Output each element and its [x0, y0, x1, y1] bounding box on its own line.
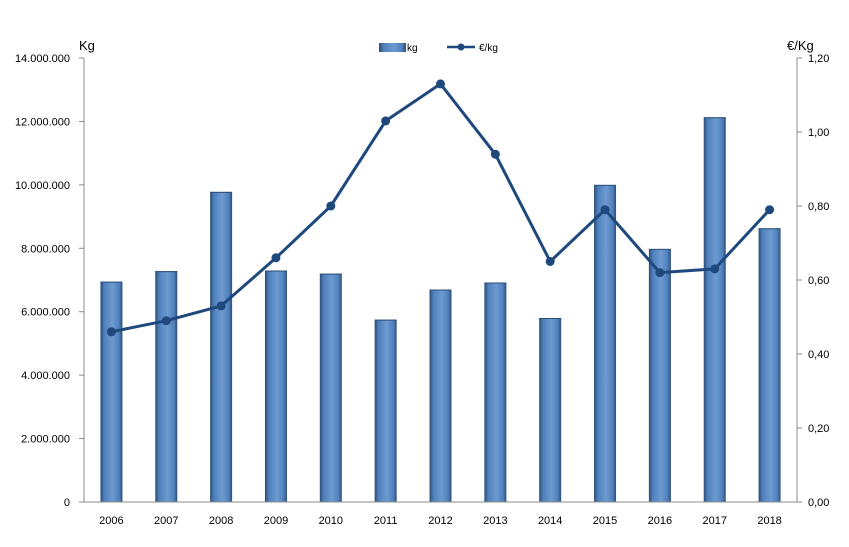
x-tick-label: 2013: [483, 515, 507, 527]
x-tick-label: 2011: [374, 515, 398, 527]
y-right-tick-label: 0,80: [808, 201, 829, 213]
bar: [210, 191, 233, 502]
bar: [264, 270, 287, 502]
legend-price-label: €/kg: [479, 43, 498, 54]
price-point: [545, 257, 555, 266]
x-tick-label: 2015: [593, 515, 617, 527]
bar: [703, 117, 726, 502]
y-left-tick-label: 0: [64, 497, 70, 509]
price-point: [600, 205, 610, 215]
y-left-tick-label: 12.000.000: [15, 116, 70, 128]
y-right-ticks: 0,00 0,20 0,40 0,60 0,80 1,00 1,20: [797, 53, 829, 509]
y-left-tick-label: 6.000.000: [21, 307, 70, 319]
y-right-tick-label: 0,20: [808, 423, 829, 435]
x-tick-label: 2010: [319, 515, 343, 527]
bar: [429, 289, 452, 502]
price-point: [765, 205, 775, 215]
y-right-unit-label: €/Kg: [787, 38, 814, 53]
x-axis-labels: 2006 2007 2008 2009 2010 2011 2012 2013 2014 2015…: [99, 515, 782, 527]
bar: [758, 228, 781, 502]
x-tick-label: 2008: [209, 515, 233, 527]
bar: [100, 281, 123, 502]
y-left-tick-label: 10.000.000: [15, 180, 70, 192]
price-point: [490, 149, 500, 159]
y-left-tick-label: 14.000.000: [15, 53, 70, 65]
y-right-tick-label: 0,60: [808, 275, 829, 287]
x-tick-label: 2016: [648, 515, 672, 527]
y-left-unit-label: Kg: [79, 38, 95, 53]
y-left-tick-label: 4.000.000: [21, 370, 70, 382]
bar-series-kg: [100, 117, 781, 502]
bar: [594, 184, 617, 502]
price-point: [436, 79, 445, 89]
legend-price-marker: [457, 43, 465, 51]
y-left-tick-label: 8.000.000: [21, 243, 70, 255]
x-tick-label: 2017: [702, 515, 726, 527]
y-right-tick-label: 0,40: [808, 349, 829, 361]
y-left-ticks: 0 2.000.000 4.000.000 6.000.000 8.000.000 10.…: [15, 53, 84, 509]
price-point: [710, 264, 720, 274]
price-point: [381, 116, 391, 126]
price-point: [106, 327, 116, 337]
x-tick-label: 2009: [264, 515, 288, 527]
y-left-tick-label: 2.000.000: [21, 434, 70, 446]
x-tick-label: 2012: [428, 515, 452, 527]
line-series-price: [106, 79, 775, 337]
price-point: [216, 301, 226, 311]
bar: [374, 319, 397, 502]
x-tick-label: 2006: [99, 515, 123, 527]
price-point: [271, 253, 281, 263]
y-right-tick-label: 0,00: [808, 497, 829, 509]
legend-kg-label: kg: [407, 43, 418, 54]
price-point: [326, 201, 336, 211]
bar: [648, 248, 671, 502]
bar: [319, 273, 342, 502]
bar: [539, 318, 562, 502]
price-point: [655, 268, 665, 278]
legend-kg-swatch: [379, 43, 406, 52]
bar: [484, 282, 507, 502]
bar: [155, 271, 178, 502]
x-tick-label: 2007: [154, 515, 178, 527]
x-tick-label: 2018: [757, 515, 781, 527]
x-tick-label: 2014: [538, 515, 562, 527]
y-right-tick-label: 1,00: [808, 127, 829, 139]
y-right-tick-label: 1,20: [808, 53, 829, 65]
legend: kg €/kg: [379, 43, 498, 54]
price-point: [161, 316, 171, 326]
